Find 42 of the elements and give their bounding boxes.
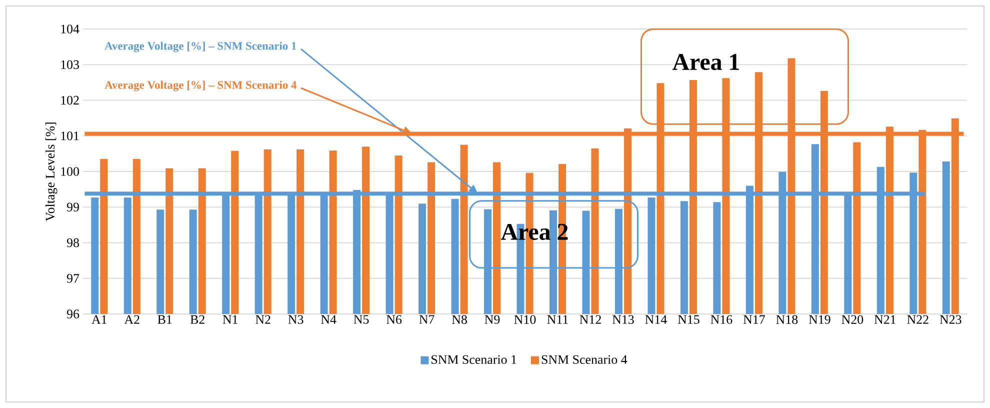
x-tick-label: A2	[124, 315, 140, 324]
x-tick-label: N12	[580, 315, 601, 324]
y-tick-label: 99	[66, 202, 79, 212]
x-tick-label: N13	[612, 315, 634, 324]
x-tick-label: N16	[710, 315, 732, 324]
legend-label: SNM Scenario 4	[542, 355, 628, 364]
ref-line-label: Average Voltage [%] – SNM Scenario 1	[104, 42, 296, 52]
x-tick-label: A1	[92, 315, 107, 324]
x-tick-label: N22	[907, 315, 928, 324]
x-tick-label: N17	[743, 315, 765, 324]
x-tick-label: N7	[419, 315, 434, 324]
ref-line-label: Average Voltage [%] – SNM Scenario 4	[104, 80, 297, 92]
x-tick-label: N20	[842, 315, 864, 324]
y-tick-label: 102	[61, 96, 79, 105]
x-tick-label: N9	[484, 315, 500, 324]
x-tick-label: N21	[874, 315, 896, 324]
x-tick-label: N19	[808, 315, 830, 324]
y-tick-label: 100	[61, 167, 79, 176]
x-tick-label: N2	[256, 315, 270, 324]
x-tick-label: B1	[158, 315, 172, 324]
x-tick-label: N23	[940, 315, 962, 324]
y-tick-label: 103	[61, 60, 79, 69]
y-tick-label: 97	[66, 274, 80, 283]
x-tick-label: N10	[514, 315, 536, 324]
x-tick-label: B2	[190, 315, 204, 324]
legend-label: SNM Scenario 1	[432, 355, 516, 364]
x-tick-label: N5	[354, 315, 369, 324]
annotation: Area 1	[672, 54, 739, 70]
y-axis-title: Voltage Levels [%]	[45, 122, 58, 222]
x-tick-label: N1	[222, 315, 238, 324]
x-tick-label: N11	[547, 315, 568, 324]
x-tick-label: N15	[678, 315, 700, 324]
x-tick-label: N4	[321, 315, 336, 324]
y-tick-label: 96	[66, 310, 80, 318]
y-tick-label: 98	[66, 238, 79, 248]
x-tick-label: N8	[452, 315, 467, 324]
x-tick-label: N6	[386, 315, 402, 324]
x-tick-label: N18	[776, 315, 798, 324]
x-tick-label: N3	[288, 315, 304, 324]
x-tick-label: N14	[645, 315, 667, 324]
y-tick-label: 101	[61, 132, 79, 140]
y-tick-label: 104	[61, 24, 80, 34]
